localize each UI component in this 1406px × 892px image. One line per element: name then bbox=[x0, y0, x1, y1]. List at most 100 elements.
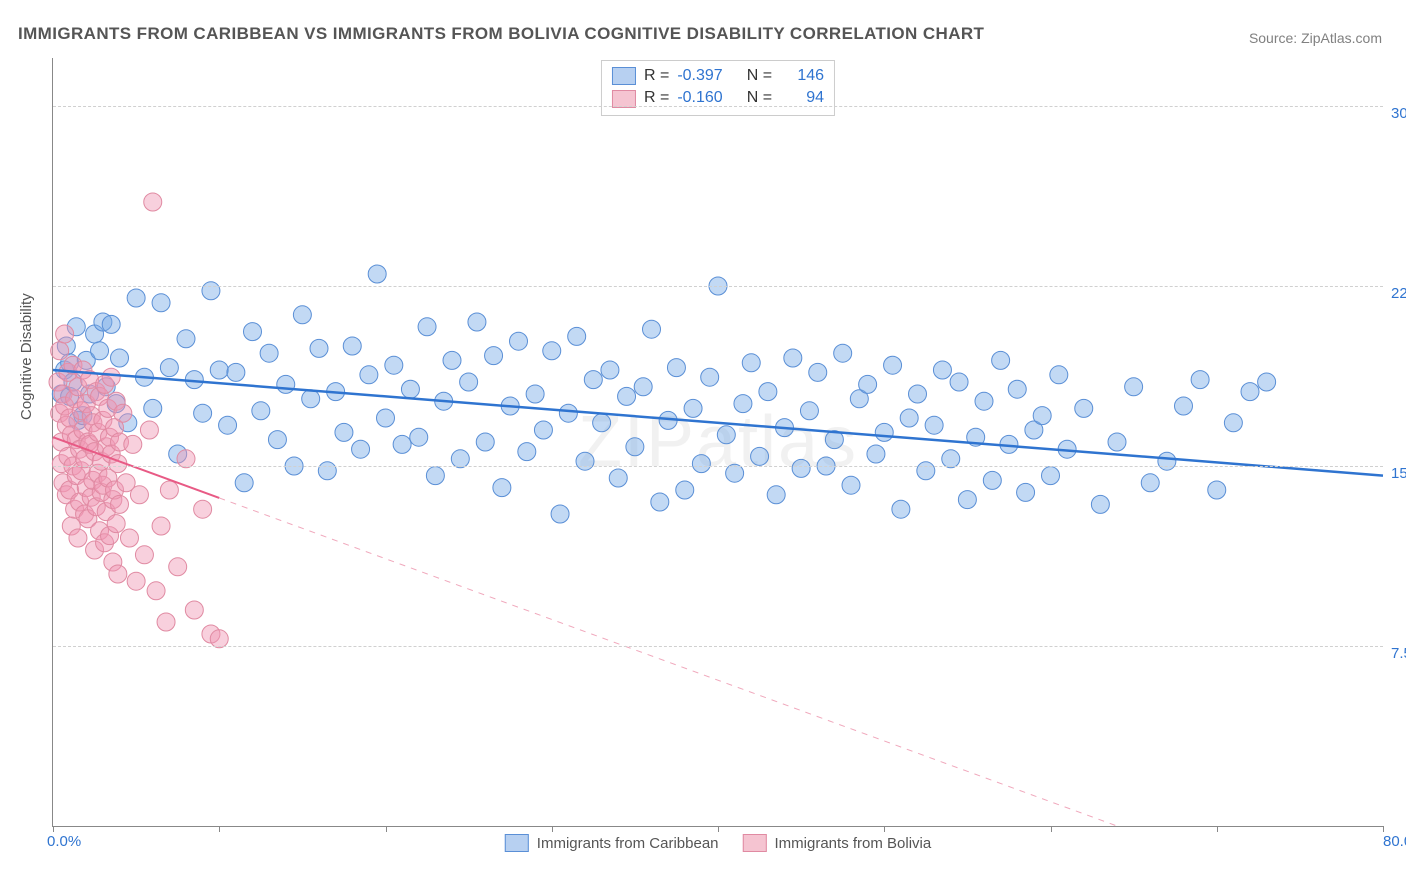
scatter-point-caribbean bbox=[992, 351, 1010, 369]
x-min-label: 0.0% bbox=[47, 833, 81, 850]
scatter-point-caribbean bbox=[235, 474, 253, 492]
scatter-point-caribbean bbox=[717, 426, 735, 444]
x-tick bbox=[219, 826, 220, 832]
scatter-point-caribbean bbox=[842, 476, 860, 494]
scatter-point-caribbean bbox=[260, 344, 278, 362]
r-value-caribbean: -0.397 bbox=[677, 65, 722, 87]
scatter-point-caribbean bbox=[493, 479, 511, 497]
stats-legend: R = -0.397 N = 146 R = -0.160 N = 94 bbox=[601, 60, 835, 116]
source-attribution: Source: ZipAtlas.com bbox=[1249, 30, 1382, 46]
scatter-point-caribbean bbox=[1208, 481, 1226, 499]
scatter-point-caribbean bbox=[643, 320, 661, 338]
scatter-point-caribbean bbox=[609, 469, 627, 487]
scatter-point-caribbean bbox=[1258, 373, 1276, 391]
scatter-point-caribbean bbox=[443, 351, 461, 369]
scatter-point-bolivia bbox=[102, 368, 120, 386]
scatter-point-caribbean bbox=[343, 337, 361, 355]
scatter-point-caribbean bbox=[335, 423, 353, 441]
scatter-point-caribbean bbox=[958, 491, 976, 509]
scatter-point-caribbean bbox=[933, 361, 951, 379]
scatter-point-caribbean bbox=[385, 356, 403, 374]
scatter-point-caribbean bbox=[460, 373, 478, 391]
scatter-point-caribbean bbox=[352, 440, 370, 458]
scatter-point-caribbean bbox=[884, 356, 902, 374]
n-value-caribbean: 146 bbox=[780, 65, 824, 87]
trend-line-bolivia-extrap bbox=[219, 498, 1117, 826]
scatter-point-caribbean bbox=[925, 416, 943, 434]
scatter-point-caribbean bbox=[1017, 483, 1035, 501]
x-tick bbox=[718, 826, 719, 832]
series-legend: Immigrants from Caribbean Immigrants fro… bbox=[505, 834, 931, 852]
legend-label-caribbean: Immigrants from Caribbean bbox=[537, 835, 719, 852]
gridline bbox=[53, 646, 1383, 647]
scatter-point-caribbean bbox=[152, 294, 170, 312]
scatter-point-caribbean bbox=[568, 327, 586, 345]
scatter-point-bolivia bbox=[69, 529, 87, 547]
scatter-point-caribbean bbox=[293, 306, 311, 324]
x-tick bbox=[1217, 826, 1218, 832]
scatter-point-caribbean bbox=[410, 428, 428, 446]
swatch-bolivia bbox=[743, 834, 767, 852]
scatter-point-caribbean bbox=[1125, 378, 1143, 396]
scatter-point-caribbean bbox=[468, 313, 486, 331]
n-label: N = bbox=[747, 65, 772, 87]
scatter-point-caribbean bbox=[360, 366, 378, 384]
x-tick bbox=[1051, 826, 1052, 832]
legend-label-bolivia: Immigrants from Bolivia bbox=[775, 835, 932, 852]
scatter-point-caribbean bbox=[1033, 407, 1051, 425]
scatter-point-bolivia bbox=[124, 435, 142, 453]
scatter-point-caribbean bbox=[127, 289, 145, 307]
scatter-point-caribbean bbox=[983, 471, 1001, 489]
scatter-point-caribbean bbox=[651, 493, 669, 511]
scatter-point-bolivia bbox=[152, 517, 170, 535]
scatter-point-bolivia bbox=[144, 193, 162, 211]
scatter-point-bolivia bbox=[160, 481, 178, 499]
scatter-point-caribbean bbox=[111, 349, 129, 367]
scatter-point-caribbean bbox=[692, 455, 710, 473]
x-tick bbox=[1383, 826, 1384, 832]
y-tick-label: 30.0% bbox=[1391, 105, 1406, 122]
scatter-point-caribbean bbox=[318, 462, 336, 480]
scatter-point-caribbean bbox=[368, 265, 386, 283]
scatter-point-bolivia bbox=[194, 500, 212, 518]
scatter-point-caribbean bbox=[667, 359, 685, 377]
scatter-point-caribbean bbox=[219, 416, 237, 434]
scatter-point-caribbean bbox=[892, 500, 910, 518]
scatter-point-bolivia bbox=[140, 421, 158, 439]
chart-plot-area: ZIPatlas R = -0.397 N = 146 R = -0.160 N… bbox=[52, 58, 1383, 827]
scatter-point-caribbean bbox=[177, 330, 195, 348]
x-tick bbox=[386, 826, 387, 832]
scatter-point-bolivia bbox=[157, 613, 175, 631]
scatter-point-caribbean bbox=[1050, 366, 1068, 384]
scatter-point-caribbean bbox=[543, 342, 561, 360]
scatter-point-caribbean bbox=[202, 282, 220, 300]
stats-row-caribbean: R = -0.397 N = 146 bbox=[612, 65, 824, 87]
scatter-point-caribbean bbox=[1075, 399, 1093, 417]
scatter-point-caribbean bbox=[510, 332, 528, 350]
legend-item-bolivia: Immigrants from Bolivia bbox=[743, 834, 932, 852]
scatter-point-caribbean bbox=[1175, 397, 1193, 415]
swatch-caribbean bbox=[612, 67, 636, 85]
scatter-point-caribbean bbox=[900, 409, 918, 427]
scatter-point-bolivia bbox=[127, 572, 145, 590]
scatter-point-bolivia bbox=[114, 404, 132, 422]
scatter-point-caribbean bbox=[1042, 467, 1060, 485]
y-tick-label: 15.0% bbox=[1391, 465, 1406, 482]
scatter-point-caribbean bbox=[759, 383, 777, 401]
scatter-point-caribbean bbox=[252, 402, 270, 420]
scatter-point-caribbean bbox=[160, 359, 178, 377]
x-tick bbox=[552, 826, 553, 832]
scatter-point-caribbean bbox=[634, 378, 652, 396]
scatter-point-bolivia bbox=[120, 529, 138, 547]
scatter-point-caribbean bbox=[975, 392, 993, 410]
x-max-label: 80.0% bbox=[1383, 833, 1406, 850]
scatter-svg bbox=[53, 58, 1383, 826]
gridline bbox=[53, 466, 1383, 467]
scatter-point-caribbean bbox=[476, 433, 494, 451]
chart-title: IMMIGRANTS FROM CARIBBEAN VS IMMIGRANTS … bbox=[18, 24, 984, 44]
scatter-point-caribbean bbox=[593, 414, 611, 432]
scatter-point-caribbean bbox=[1158, 452, 1176, 470]
scatter-point-caribbean bbox=[1141, 474, 1159, 492]
y-axis-label: Cognitive Disability bbox=[18, 293, 35, 420]
x-tick bbox=[53, 826, 54, 832]
